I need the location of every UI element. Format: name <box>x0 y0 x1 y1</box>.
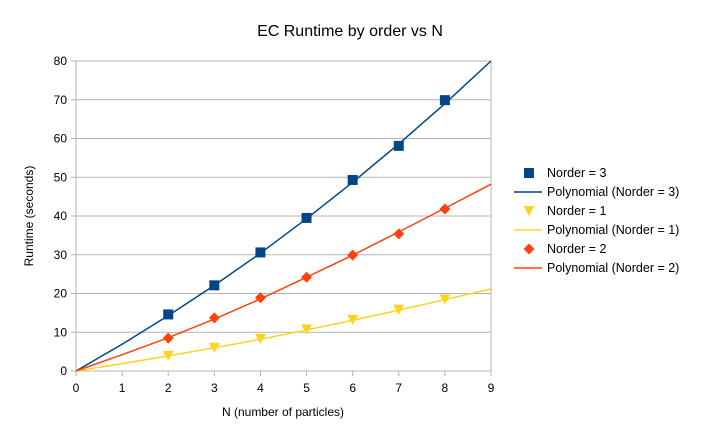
data-point <box>347 174 358 185</box>
x-axis-label: N (number of particles) <box>222 405 344 419</box>
data-point <box>347 314 359 325</box>
data-points <box>162 95 451 361</box>
y-tick-label: 70 <box>54 93 68 107</box>
y-tick-label: 0 <box>60 364 67 378</box>
data-point <box>301 271 313 283</box>
x-tick-label: 7 <box>395 381 402 395</box>
axes <box>71 60 492 376</box>
chart-title: EC Runtime by order vs N <box>257 23 443 40</box>
legend-label: Norder = 3 <box>547 166 606 180</box>
data-point <box>163 309 174 320</box>
trend-line <box>75 183 492 372</box>
y-tick-label: 20 <box>54 287 68 301</box>
data-point <box>347 249 359 261</box>
legend-marker <box>524 168 534 178</box>
data-point <box>255 247 266 258</box>
data-point <box>439 95 450 106</box>
data-point <box>393 228 405 240</box>
data-point <box>439 294 451 305</box>
x-tick-label: 2 <box>165 381 172 395</box>
x-tick-label: 3 <box>211 381 218 395</box>
grid-lines <box>76 60 491 333</box>
x-tick-label: 6 <box>349 381 356 395</box>
y-tick-label: 50 <box>54 170 68 184</box>
legend: Norder = 3 Polynomial (Norder = 3) Norder … <box>514 166 679 275</box>
y-tick-label: 80 <box>54 54 68 68</box>
data-point <box>301 212 312 223</box>
data-point <box>301 324 313 335</box>
data-point <box>208 312 220 324</box>
legend-label: Polynomial (Norder = 2) <box>547 261 679 275</box>
data-point <box>393 140 404 151</box>
trend-lines <box>75 60 492 372</box>
legend-marker <box>523 243 535 255</box>
trend-line <box>75 288 492 372</box>
y-axis-label: Runtime (seconds) <box>22 166 36 267</box>
x-tick-label: 0 <box>73 381 80 395</box>
x-tick-label: 4 <box>257 381 264 395</box>
data-point <box>162 350 174 361</box>
legend-label: Polynomial (Norder = 1) <box>547 223 679 237</box>
x-tick-labels: 0 1 2 3 4 5 6 7 8 9 <box>73 381 495 395</box>
x-tick-label: 1 <box>119 381 126 395</box>
data-point <box>209 280 220 291</box>
x-tick-label: 5 <box>303 381 310 395</box>
data-point <box>208 342 220 353</box>
legend-label: Norder = 2 <box>547 242 606 256</box>
y-tick-labels: 0 10 20 30 40 50 60 70 80 <box>54 54 68 378</box>
y-tick-label: 60 <box>54 132 68 146</box>
legend-label: Norder = 1 <box>547 204 606 218</box>
x-tick-label: 8 <box>442 381 449 395</box>
data-point <box>254 333 266 344</box>
data-point <box>254 292 266 304</box>
y-tick-label: 30 <box>54 248 68 262</box>
legend-marker <box>523 206 535 216</box>
y-tick-label: 40 <box>54 209 68 223</box>
legend-label: Polynomial (Norder = 3) <box>547 185 679 199</box>
trend-line <box>75 60 492 372</box>
y-tick-label: 10 <box>54 325 68 339</box>
data-point <box>162 332 174 344</box>
data-point <box>393 304 405 315</box>
x-tick-label: 9 <box>488 381 495 395</box>
data-point <box>439 203 451 215</box>
